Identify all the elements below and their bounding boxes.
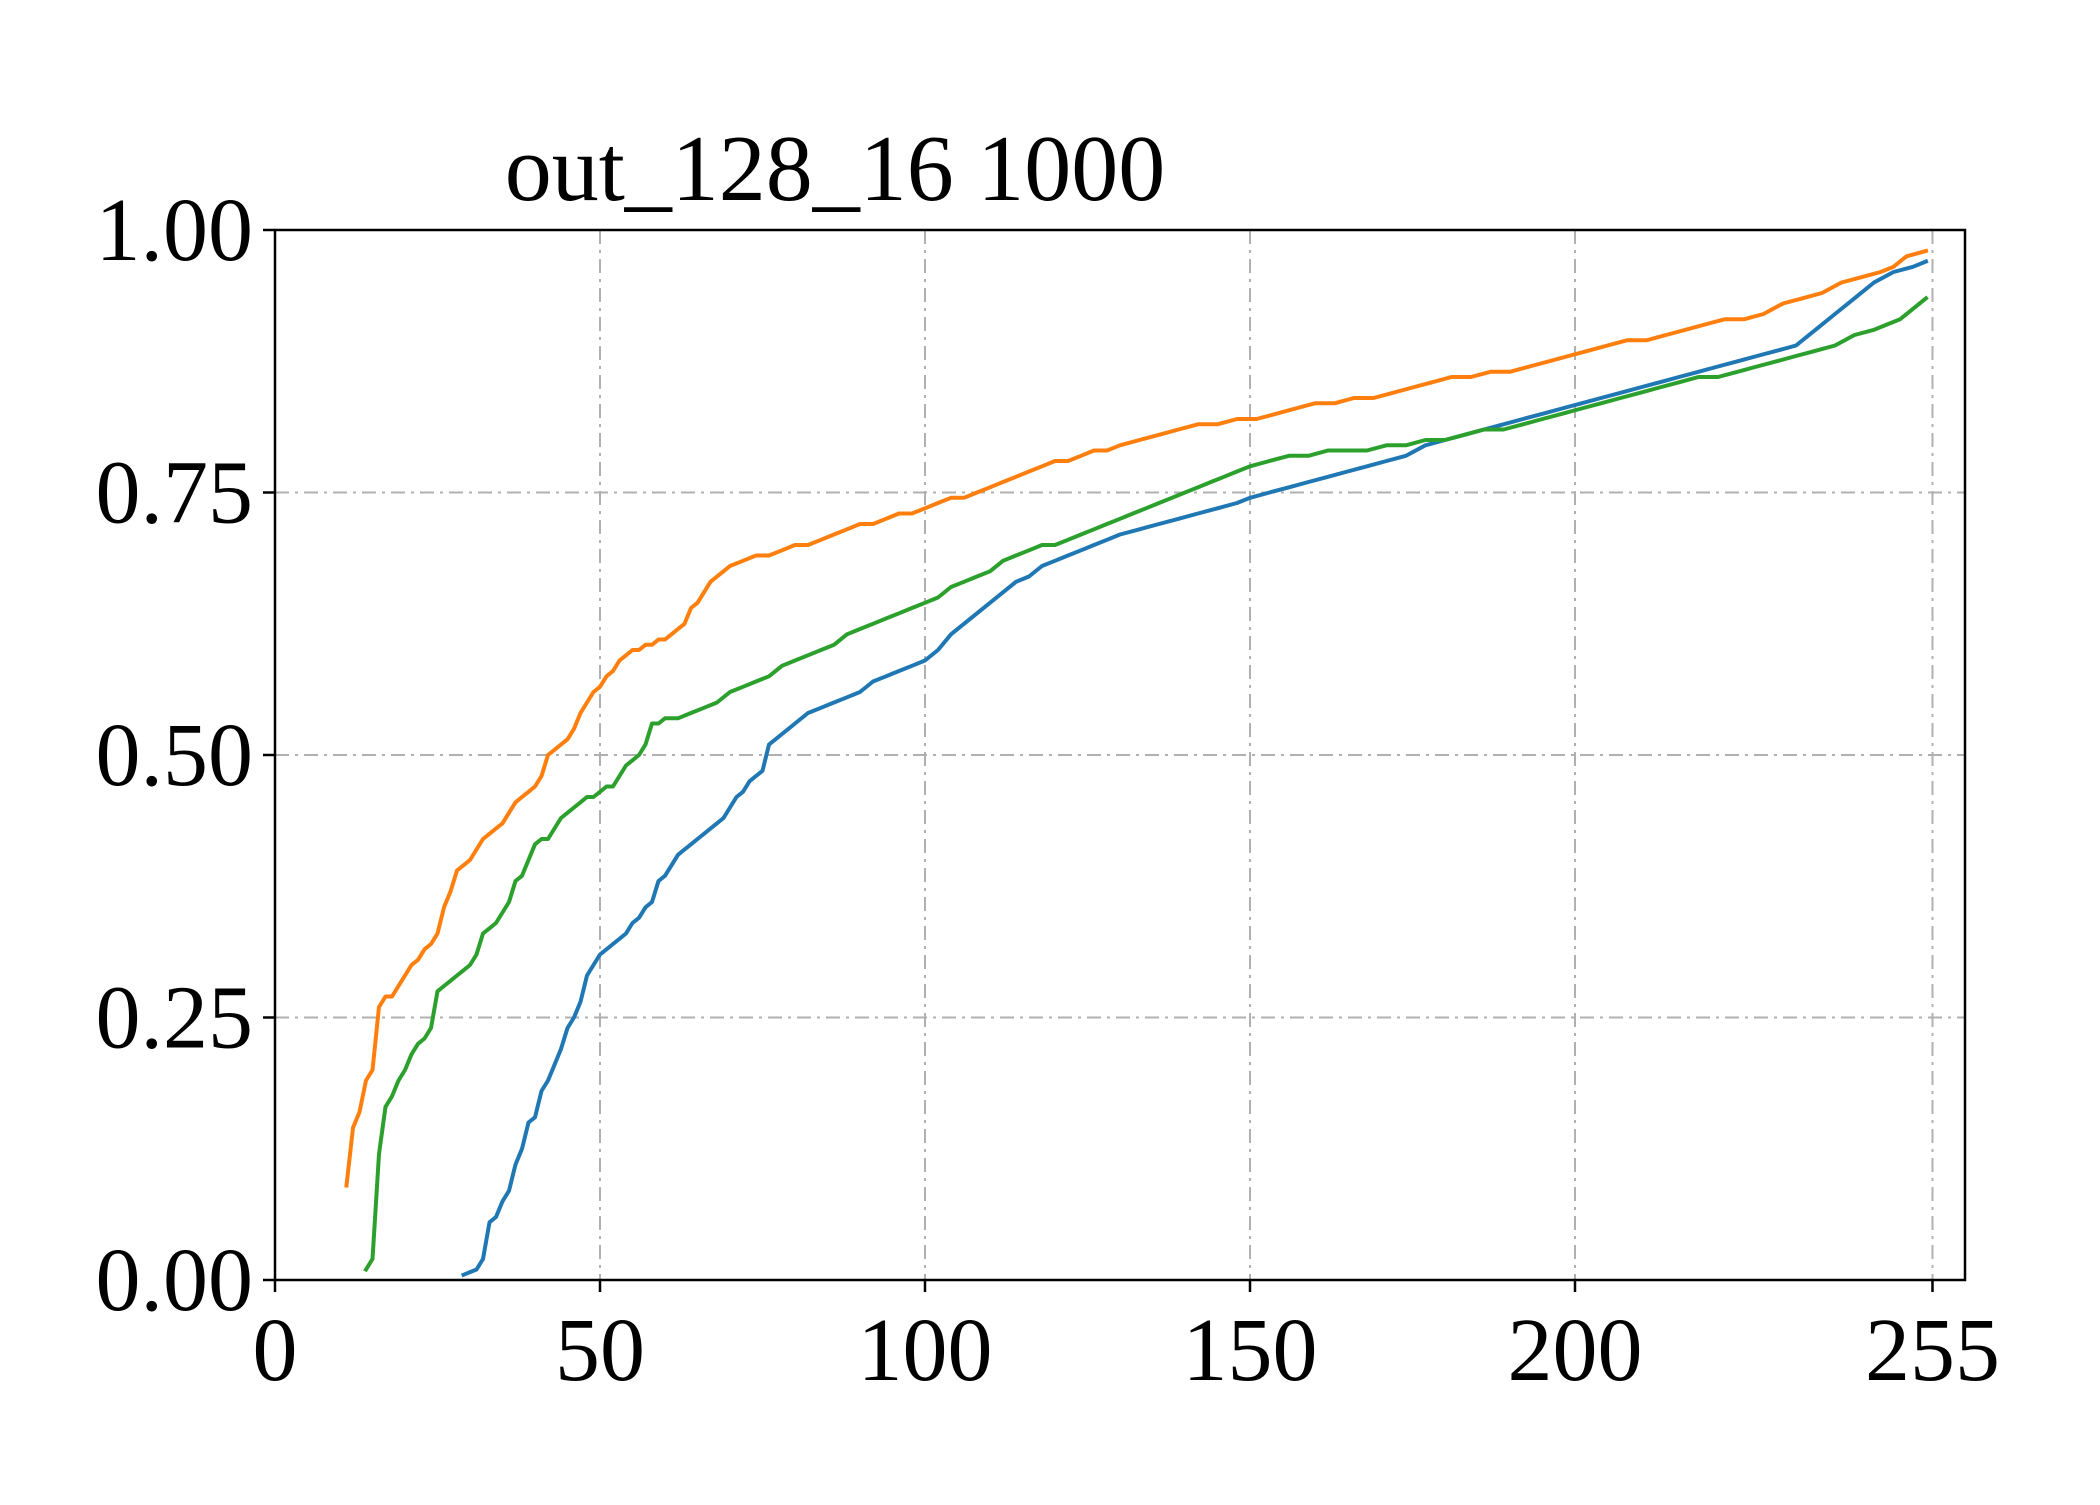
y-tick-label: 0.25 <box>96 969 254 1068</box>
x-tick-label: 0 <box>253 1301 298 1400</box>
y-axis: 0.00 0.25 0.50 0.75 1.00 <box>96 181 275 1330</box>
x-tick-label: 200 <box>1508 1301 1643 1400</box>
series-line-2 <box>344 248 1929 1188</box>
x-tick-label: 100 <box>858 1301 993 1400</box>
y-tick-label: 0.50 <box>96 706 254 805</box>
x-axis: 0 50 100 150 200 255 <box>253 1280 2000 1400</box>
chart-title: out_128_16 1000 <box>505 117 1166 221</box>
series-line-3 <box>363 295 1929 1273</box>
x-tick-label: 255 <box>1865 1301 2000 1400</box>
series-layer <box>344 248 1929 1278</box>
series-line-1 <box>460 258 1929 1278</box>
x-tick-label: 150 <box>1183 1301 1318 1400</box>
y-tick-label: 0.75 <box>96 444 254 543</box>
y-tick-label: 0.00 <box>96 1231 254 1330</box>
x-tick-label: 50 <box>555 1301 645 1400</box>
y-tick-label: 1.00 <box>96 181 254 280</box>
